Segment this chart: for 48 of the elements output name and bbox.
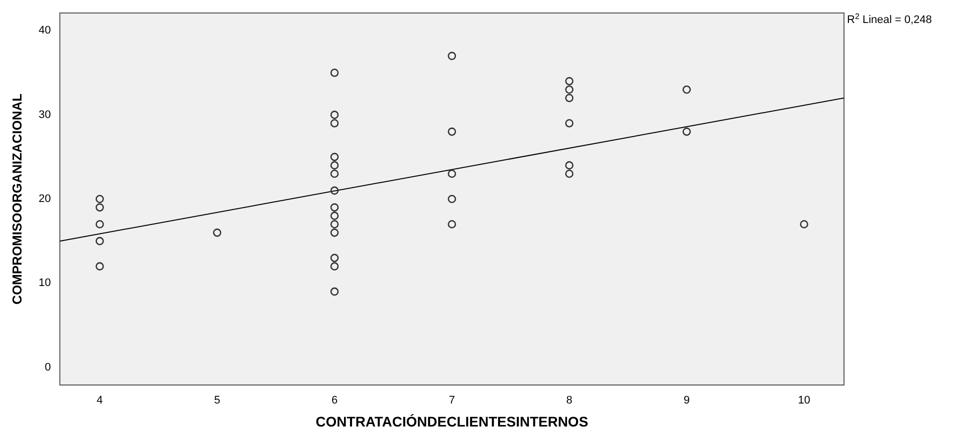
y-tick-label: 20 bbox=[38, 193, 51, 206]
point bbox=[448, 220, 456, 228]
point bbox=[565, 77, 574, 86]
point bbox=[448, 194, 456, 204]
y-tick-label: 40 bbox=[38, 24, 51, 37]
y-tick-label: 30 bbox=[38, 108, 51, 121]
point bbox=[330, 119, 339, 128]
point bbox=[330, 228, 339, 237]
point bbox=[565, 94, 574, 102]
point bbox=[330, 287, 339, 296]
y-axis-title: COMPROMISOORGANIZACIONAL bbox=[9, 94, 24, 304]
point bbox=[96, 262, 104, 270]
point bbox=[330, 220, 339, 228]
x-tick-label: 7 bbox=[448, 394, 455, 407]
y-tick-label: 0 bbox=[44, 361, 51, 374]
point bbox=[330, 254, 339, 262]
point bbox=[96, 194, 104, 204]
point bbox=[330, 212, 339, 220]
point bbox=[330, 68, 339, 77]
x-tick-label: 5 bbox=[214, 394, 220, 407]
x-axis-title: CONTRATACIÓNDECLIENTESINTERNOS bbox=[316, 413, 588, 430]
x-tick-label: 6 bbox=[331, 394, 338, 407]
point bbox=[330, 170, 339, 178]
point bbox=[96, 203, 104, 212]
point bbox=[448, 170, 456, 178]
point bbox=[330, 161, 339, 170]
point bbox=[800, 220, 808, 228]
point bbox=[682, 128, 691, 136]
point bbox=[565, 161, 574, 170]
point bbox=[96, 236, 104, 246]
point bbox=[330, 203, 339, 212]
point bbox=[212, 228, 222, 237]
point bbox=[330, 262, 339, 270]
point bbox=[565, 85, 574, 94]
point bbox=[330, 110, 339, 119]
x-tick-label: 10 bbox=[798, 394, 810, 407]
x-tick-label: 9 bbox=[684, 394, 690, 407]
point bbox=[330, 186, 339, 195]
point bbox=[330, 152, 339, 162]
x-tick-label: 4 bbox=[96, 394, 103, 407]
point bbox=[682, 85, 691, 94]
x-tick-label: 8 bbox=[566, 394, 572, 407]
point bbox=[96, 220, 104, 228]
point bbox=[565, 170, 574, 178]
y-tick-label: 10 bbox=[38, 277, 51, 290]
point bbox=[448, 52, 456, 60]
point bbox=[448, 128, 456, 136]
point bbox=[565, 119, 574, 128]
